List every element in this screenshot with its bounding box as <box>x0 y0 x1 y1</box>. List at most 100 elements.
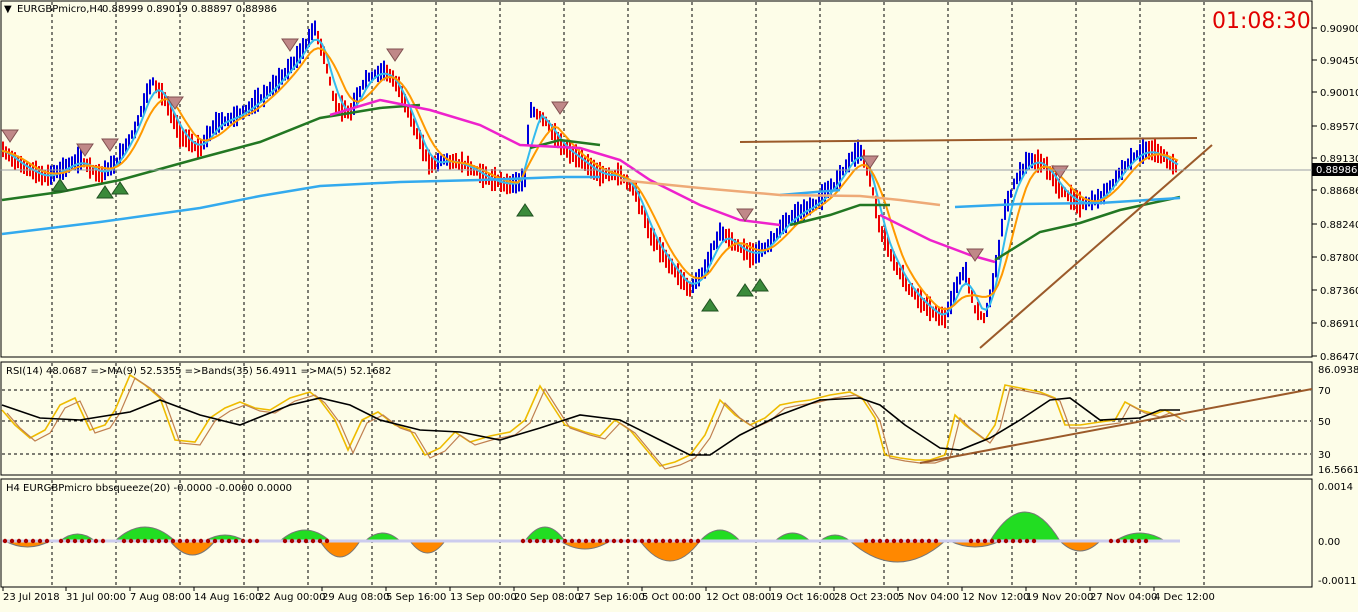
ma-sky-line <box>1 175 600 236</box>
squeeze-dot <box>975 538 981 544</box>
price-tick-label: 0.87360 <box>1320 286 1358 297</box>
price-tick-label: 0.90450 <box>1320 56 1358 67</box>
symbol-title: EURGBPmicro,H4 <box>17 4 103 15</box>
squeeze-dot <box>198 538 204 544</box>
squeeze-dot <box>1017 538 1023 544</box>
time-tick-label: 29 Aug 08:00 <box>322 592 389 603</box>
time-tick-label: 20 Sep 08:00 <box>514 592 581 603</box>
squeeze-dot <box>135 538 141 544</box>
squeeze-dot <box>681 538 687 544</box>
price-tick-label: 0.90900 <box>1320 24 1358 35</box>
fractal-down-arrow <box>1 129 19 143</box>
squeeze-dot <box>562 538 568 544</box>
squeeze-axis: 0.0014 0.00 -0.0011 <box>1318 482 1357 587</box>
squeeze-dot <box>1010 538 1016 544</box>
fractal-down-arrow <box>101 138 119 152</box>
current-price-box <box>1312 163 1358 176</box>
squeeze-tick-label: -0.0011 <box>1318 576 1357 587</box>
squeeze-dot <box>989 538 995 544</box>
squeeze-dot <box>926 538 932 544</box>
squeeze-dot <box>128 538 134 544</box>
fractal-up-arrow <box>516 203 534 217</box>
squeeze-dot <box>667 538 673 544</box>
squeeze-dot <box>149 538 155 544</box>
squeeze-dot <box>618 538 624 544</box>
squeeze-tick-label: 0.00 <box>1318 537 1340 548</box>
squeeze-dot <box>100 538 106 544</box>
squeeze-negative-hist <box>848 540 947 563</box>
resistance-trendline <box>739 137 1198 143</box>
time-tick-label: 23 Jul 2018 <box>3 592 60 603</box>
time-tick-label: 19 Oct 16:00 <box>770 592 835 603</box>
squeeze-dot <box>891 538 897 544</box>
fractal-down-arrow <box>736 208 754 222</box>
squeeze-dot <box>590 538 596 544</box>
squeeze-dot <box>254 538 260 544</box>
rsi-pane[interactable] <box>0 361 1313 476</box>
squeeze-dot <box>877 538 883 544</box>
rsi-ma-line <box>6 377 1186 470</box>
squeeze-dot <box>863 538 869 544</box>
squeeze-label: H4 EURGBPmicro bbsqueeze(20) -0.0000 -0.… <box>6 483 292 494</box>
squeeze-dot <box>646 538 652 544</box>
squeeze-dot <box>583 538 589 544</box>
ma-magenta-line <box>329 98 781 227</box>
squeeze-dot <box>1122 538 1128 544</box>
squeeze-dot <box>191 538 197 544</box>
squeeze-dot <box>156 538 162 544</box>
squeeze-dot <box>23 538 29 544</box>
ema-orange-line <box>1 47 1179 311</box>
squeeze-dot <box>303 538 309 544</box>
squeeze-dot <box>86 538 92 544</box>
chart-collapse-icon[interactable]: ▼ <box>4 4 12 15</box>
squeeze-dot <box>184 538 190 544</box>
squeeze-dot <box>639 538 645 544</box>
rsi-tick-label: 30 <box>1318 450 1331 461</box>
fractal-up-arrow <box>701 298 719 312</box>
rsi-label: RSI(14) 48.0687 =>MA(9) 52.5355 =>Bands(… <box>6 366 391 377</box>
price-tick-label: 0.89570 <box>1320 122 1358 133</box>
squeeze-dot <box>289 538 295 544</box>
squeeze-dot <box>219 538 225 544</box>
squeeze-dot <box>93 538 99 544</box>
rsi-axis: 86.0938 70 50 30 16.5661 <box>1318 365 1358 476</box>
squeeze-dot <box>996 538 1002 544</box>
squeeze-dot <box>240 538 246 544</box>
main-pane[interactable] <box>0 0 1313 358</box>
squeeze-dot <box>534 538 540 544</box>
time-tick-label: 27 Nov 04:00 <box>1090 592 1157 603</box>
squeeze-dot <box>205 538 211 544</box>
squeeze-dot <box>1108 538 1114 544</box>
squeeze-dot <box>324 538 330 544</box>
squeeze-dot <box>541 538 547 544</box>
squeeze-dot <box>548 538 554 544</box>
price-tick-label: 0.88240 <box>1320 220 1358 231</box>
squeeze-dot <box>611 538 617 544</box>
squeeze-dot <box>604 538 610 544</box>
sma-green-line <box>994 195 1181 262</box>
price-tick-label: 0.88686 <box>1320 186 1358 197</box>
time-tick-label: 12 Oct 08:00 <box>706 592 771 603</box>
sma-green-line <box>789 203 890 227</box>
fractal-down-arrow <box>1051 165 1069 179</box>
fractal-down-arrow <box>166 96 184 110</box>
rsi-tick-label: 86.0938 <box>1318 365 1358 376</box>
squeeze-dot <box>674 538 680 544</box>
sma-green-line <box>1 103 421 202</box>
squeeze-dot <box>317 538 323 544</box>
ohlc-values: 0.88999 0.89019 0.88897 0.88986 <box>102 4 277 15</box>
squeeze-dot <box>282 538 288 544</box>
fractal-down-arrow <box>76 143 94 157</box>
time-tick-label: 13 Sep 00:00 <box>450 592 517 603</box>
squeeze-pane[interactable] <box>0 478 1313 588</box>
squeeze-dot <box>72 538 78 544</box>
fractal-down-arrow <box>551 101 569 115</box>
squeeze-dot <box>905 538 911 544</box>
candle-timer: 01:08:30 <box>1212 9 1311 34</box>
support-trendline <box>979 144 1213 349</box>
fractal-down-arrow <box>281 38 299 52</box>
fractal-up-arrow <box>111 181 129 195</box>
squeeze-dot <box>30 538 36 544</box>
